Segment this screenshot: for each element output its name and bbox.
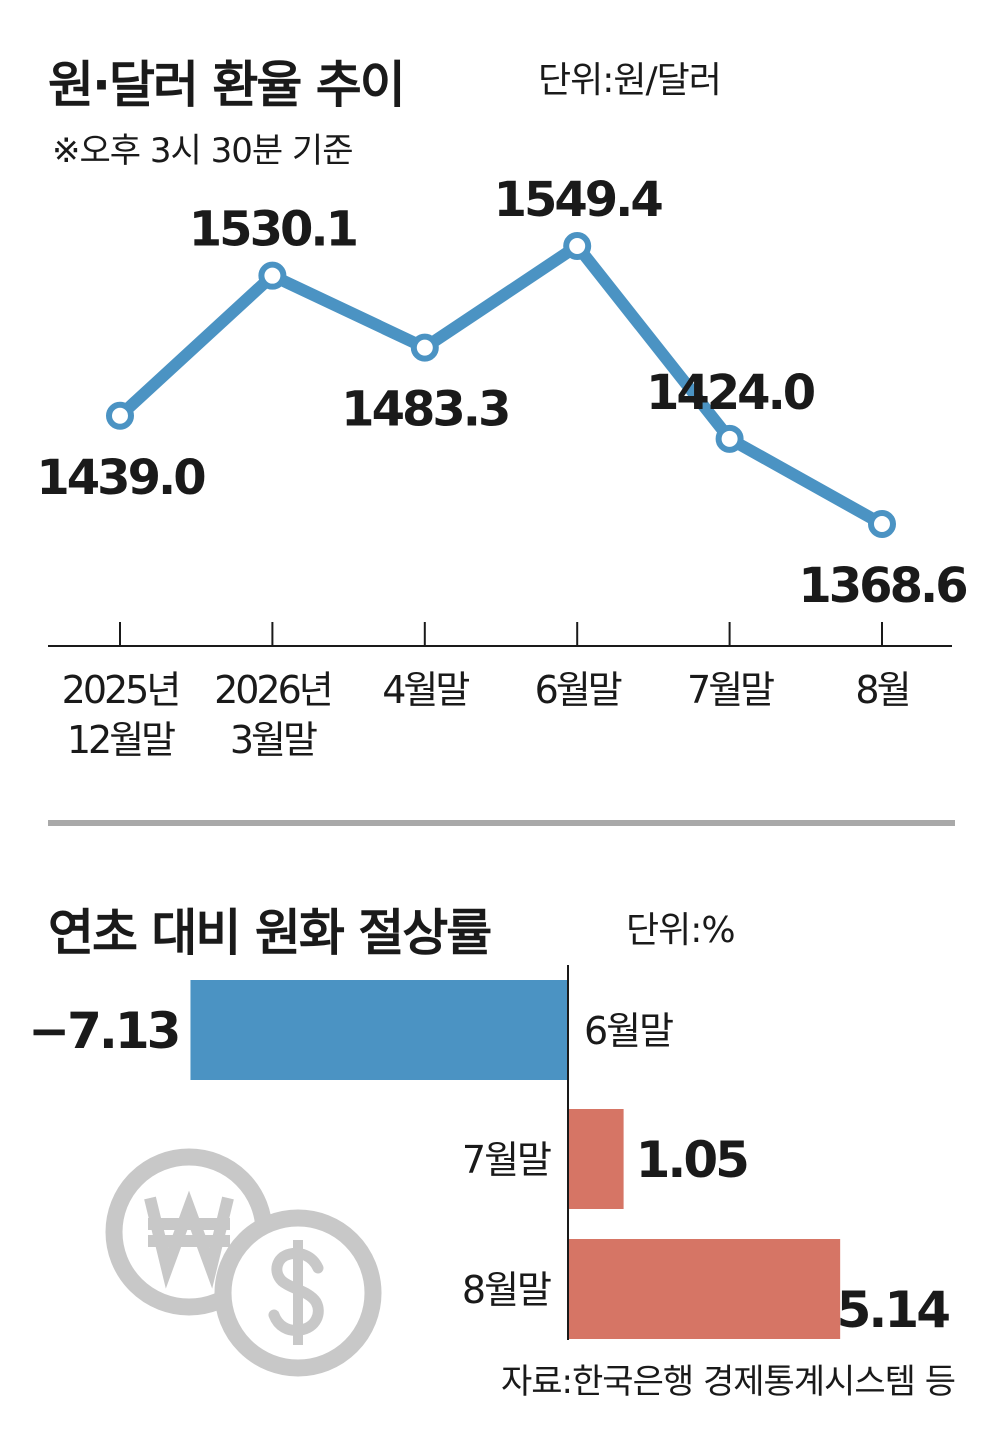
data-label: 1368.6 (798, 558, 966, 614)
exchange-rate-series-line (114, 240, 888, 530)
data-label: 1439.0 (36, 450, 205, 506)
coin-icons (105, 1148, 382, 1377)
line-chart-title: 원·달러 환율 추이 (48, 56, 404, 114)
x-tick-label: 12월말 (67, 718, 175, 762)
x-tick-label: 2026년 (214, 668, 331, 712)
bar-value-label: 5.14 (837, 1281, 950, 1339)
data-point (563, 232, 592, 260)
data-point (715, 424, 744, 453)
x-tick-label: 7월말 (687, 668, 774, 712)
data-point (258, 261, 287, 290)
bar-category-label: 7월말 (462, 1138, 551, 1182)
bar (568, 1109, 624, 1209)
bar-chart-unit: 단위:% (626, 910, 735, 951)
data-point (106, 401, 134, 430)
bar (190, 980, 569, 1080)
x-tick-label: 4월말 (382, 668, 469, 712)
bar-value-label: −7.13 (28, 1002, 178, 1060)
data-label: 1530.1 (189, 202, 357, 258)
bar-chart-title: 연초 대비 원화 절상률 (48, 904, 491, 962)
data-label: 1483.3 (341, 382, 508, 438)
x-tick-label: 8월 (855, 668, 908, 712)
exchange-rate-line-chart: 1439.0 1530.1 1483.3 1549.4 1424.0 1368.6 202… (36, 172, 969, 762)
bar-value-label: 1.05 (636, 1131, 748, 1189)
x-tick-label: 3월말 (230, 718, 317, 762)
source-note: 자료:한국은행 경제통계시스템 등 (501, 1362, 955, 1402)
x-tick-label: 6월말 (535, 668, 622, 712)
line-chart-unit: 단위:원/달러 (538, 60, 721, 101)
bar (568, 1239, 841, 1339)
data-point (868, 510, 896, 538)
bar-category-label: 8월말 (462, 1268, 551, 1312)
dollar-coin-icon (214, 1209, 382, 1377)
data-point (410, 333, 439, 362)
x-tick-label: 2025년 (62, 668, 179, 712)
data-label: 1549.4 (494, 172, 663, 228)
appreciation-rate-bar-chart: 6월말 −7.13 7월말 1.05 8월말 5.14 (28, 965, 952, 1340)
data-label: 1424.0 (646, 365, 815, 421)
bar-category-label: 6월말 (584, 1009, 673, 1053)
line-chart-note: ※오후 3시 30분 기준 (52, 131, 353, 171)
